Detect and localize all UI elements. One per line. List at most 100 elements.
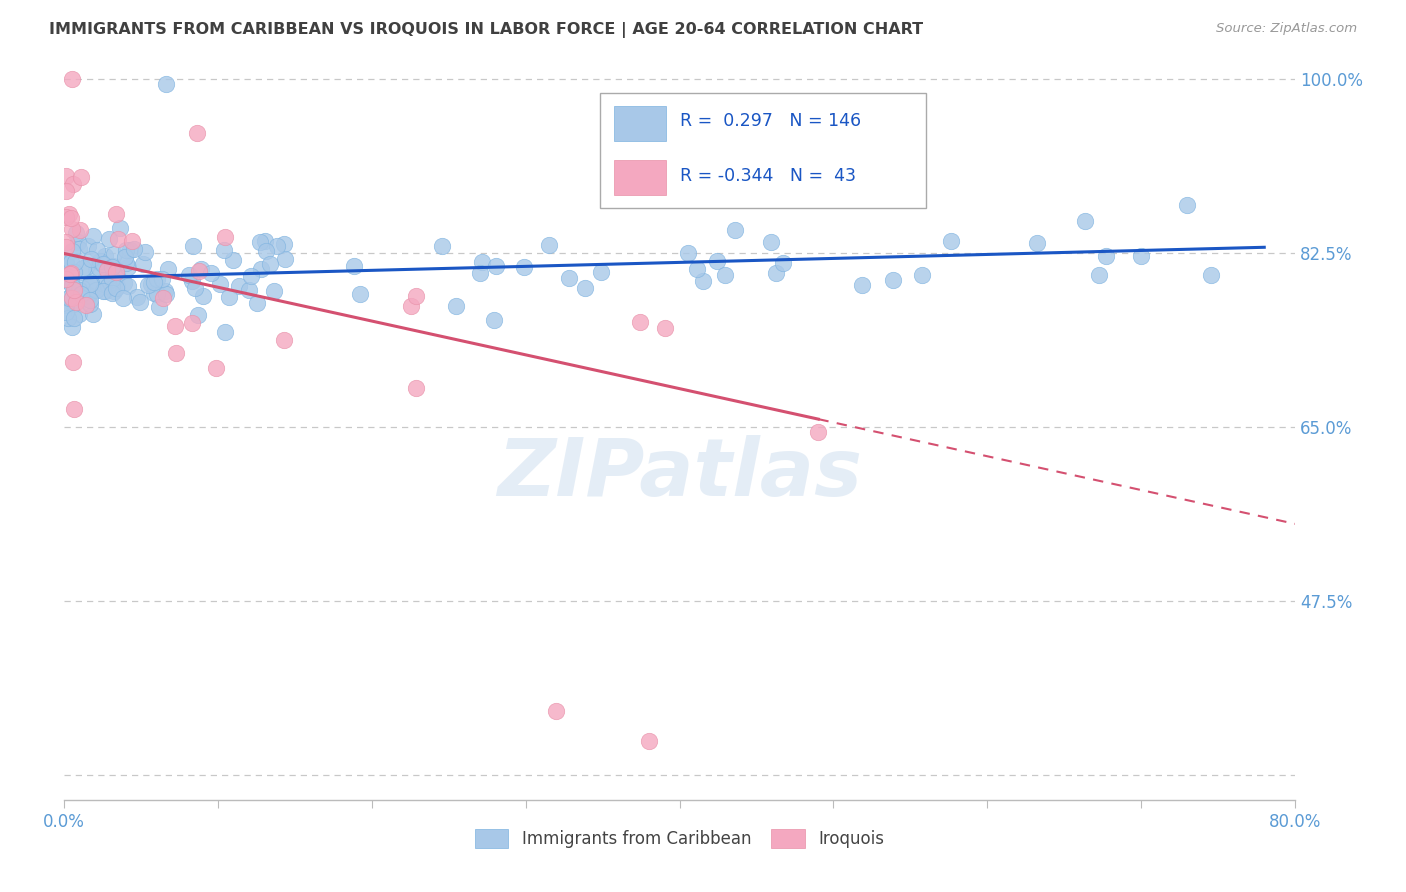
Point bbox=[209, 277, 232, 291]
Point bbox=[765, 266, 787, 280]
Point bbox=[538, 238, 561, 252]
Point bbox=[65, 226, 87, 240]
Point bbox=[706, 254, 728, 268]
Point bbox=[143, 285, 166, 300]
Point bbox=[103, 279, 125, 293]
Text: R =  0.297   N = 146: R = 0.297 N = 146 bbox=[679, 112, 860, 130]
Point bbox=[250, 262, 273, 277]
Point bbox=[214, 229, 236, 244]
Point bbox=[654, 321, 676, 335]
Point bbox=[430, 239, 453, 253]
Point bbox=[60, 72, 83, 87]
Point bbox=[150, 271, 173, 285]
Point bbox=[399, 299, 422, 313]
Point bbox=[55, 210, 77, 224]
Text: R = -0.344   N =  43: R = -0.344 N = 43 bbox=[679, 167, 855, 185]
Point bbox=[228, 279, 250, 293]
Point bbox=[62, 296, 84, 310]
Point bbox=[105, 268, 128, 282]
Point bbox=[181, 274, 204, 288]
Point bbox=[94, 284, 117, 298]
Point bbox=[155, 286, 177, 301]
Point bbox=[63, 255, 86, 269]
Point bbox=[82, 228, 104, 243]
Point bbox=[155, 284, 177, 298]
Point bbox=[69, 223, 91, 237]
Point bbox=[100, 272, 122, 286]
Point bbox=[183, 280, 205, 294]
Point bbox=[55, 235, 77, 249]
Point bbox=[117, 260, 139, 274]
FancyBboxPatch shape bbox=[614, 160, 666, 195]
Point bbox=[193, 289, 215, 303]
Point bbox=[205, 361, 228, 376]
Point bbox=[146, 287, 169, 301]
Point bbox=[1175, 198, 1198, 212]
Point bbox=[60, 291, 83, 305]
Point bbox=[67, 242, 90, 256]
Point bbox=[96, 278, 118, 293]
Point bbox=[589, 265, 612, 279]
Point bbox=[214, 325, 236, 339]
Point bbox=[55, 256, 77, 270]
Point bbox=[188, 264, 211, 278]
Point bbox=[686, 262, 709, 277]
Point bbox=[546, 704, 568, 718]
Point bbox=[343, 259, 366, 273]
Point bbox=[76, 239, 98, 253]
Point bbox=[117, 278, 139, 293]
Point bbox=[637, 733, 659, 747]
Point bbox=[110, 221, 132, 235]
Point bbox=[152, 291, 174, 305]
Point bbox=[96, 263, 118, 277]
Point bbox=[60, 244, 83, 259]
Point bbox=[105, 265, 128, 279]
Point bbox=[187, 308, 209, 322]
Point bbox=[104, 207, 127, 221]
Point bbox=[558, 270, 581, 285]
FancyBboxPatch shape bbox=[599, 93, 925, 208]
Point bbox=[186, 126, 208, 140]
Point bbox=[60, 211, 83, 225]
Text: IMMIGRANTS FROM CARIBBEAN VS IROQUOIS IN LABOR FORCE | AGE 20-64 CORRELATION CHA: IMMIGRANTS FROM CARIBBEAN VS IROQUOIS IN… bbox=[49, 22, 924, 38]
Point bbox=[60, 271, 83, 285]
Point bbox=[67, 283, 90, 297]
Point bbox=[249, 235, 271, 249]
Point bbox=[58, 292, 80, 306]
Point bbox=[55, 298, 77, 312]
Point bbox=[65, 294, 87, 309]
Point bbox=[574, 281, 596, 295]
Point bbox=[181, 239, 204, 253]
Point bbox=[112, 291, 135, 305]
Point bbox=[134, 244, 156, 259]
Point bbox=[63, 283, 86, 297]
Point bbox=[1074, 214, 1097, 228]
Point bbox=[60, 266, 83, 280]
Point bbox=[254, 234, 277, 248]
Point bbox=[89, 254, 111, 268]
Point bbox=[405, 380, 427, 394]
Point bbox=[80, 252, 103, 267]
Point bbox=[1095, 249, 1118, 263]
Point bbox=[911, 268, 934, 283]
Point bbox=[58, 310, 80, 325]
Point bbox=[86, 262, 108, 277]
Point bbox=[468, 266, 491, 280]
Point bbox=[246, 296, 269, 310]
Point bbox=[87, 261, 110, 276]
Point bbox=[1199, 268, 1222, 282]
Point bbox=[69, 287, 91, 301]
Point bbox=[165, 346, 187, 360]
Point bbox=[91, 284, 114, 298]
Point bbox=[139, 277, 162, 291]
Point bbox=[484, 313, 506, 327]
Point bbox=[179, 268, 201, 283]
Point bbox=[121, 235, 143, 249]
Point bbox=[190, 262, 212, 277]
Point bbox=[94, 273, 117, 287]
Point bbox=[274, 252, 297, 267]
Point bbox=[259, 256, 281, 270]
Point bbox=[77, 288, 100, 302]
Point bbox=[59, 267, 82, 281]
Point bbox=[138, 277, 160, 292]
